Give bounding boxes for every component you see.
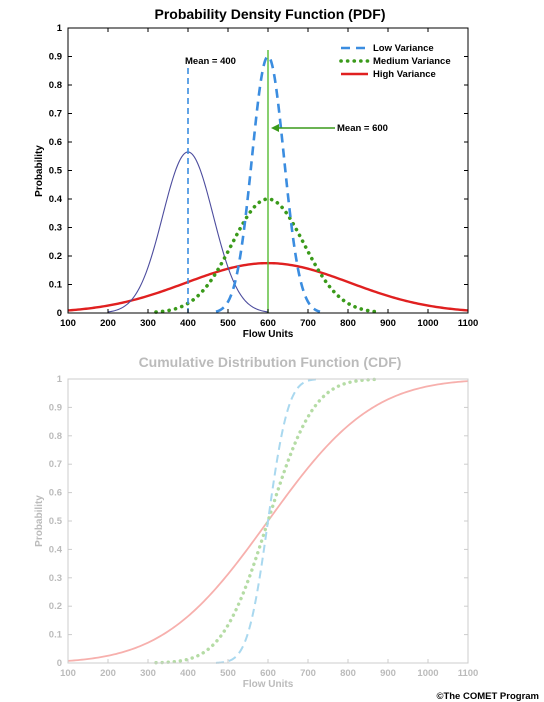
cdf-y-tick-label: 0.6 [49,488,62,499]
cdf-medium-variance-curve [154,377,382,665]
cdf-x-tick-label: 600 [260,668,276,679]
pdf-x-tick-label: 300 [140,318,156,329]
cdf-x-tick-label: 100 [60,668,76,679]
pdf-x-tick-label: 400 [180,318,196,329]
pdf-y-tick-label: 0.2 [49,251,62,262]
pdf-x-tick-label: 1000 [417,318,438,329]
cdf-x-tick-label: 1100 [458,668,479,679]
pdf-x-tick-label: 800 [340,318,356,329]
cdf-y-tick-label: 0 [57,658,62,669]
copyright-notice: ©The COMET Program [436,691,539,702]
pdf-y-tick-label: 0.6 [49,137,62,148]
pdf-y-tick-label: 0.7 [49,109,62,120]
cdf-x-tick-label: 800 [340,668,356,679]
pdf-y-tick-label: 0.5 [49,166,63,177]
cdf-x-tick-label: 500 [220,668,236,679]
cdf-y-tick-label: 0.8 [49,431,62,442]
pdf-y-tick-label: 0.3 [49,223,62,234]
pdf-title: Probability Density Function (PDF) [154,6,385,22]
cdf-x-tick-label: 900 [380,668,396,679]
pdf-low-variance-curve [215,55,321,313]
pdf-y-tick-label: 0.4 [49,194,63,205]
pdf-chart: Probability Density Function (PDF) Mean … [34,6,478,340]
pdf-y-tick-label: 0.9 [49,52,62,63]
cdf-title: Cumulative Distribution Function (CDF) [139,354,402,370]
pdf-y-tick-label: 0.1 [49,280,63,291]
cdf-y-tick-label: 0.5 [49,516,63,527]
cdf-y-tick-label: 1 [57,374,63,385]
pdf-x-axis-label: Flow Units [243,329,294,340]
cdf-x-tick-label: 400 [180,668,196,679]
pdf-legend: Low Variance Medium Variance High Variance [339,43,451,80]
pdf-x-tick-label: 200 [100,318,116,329]
legend-label-medium-variance: Medium Variance [373,56,451,67]
pdf-y-axis-label: Probability [34,145,45,197]
pdf-y-tick-label: 1 [57,23,63,34]
cdf-x-tick-label: 1000 [417,668,438,679]
mean-600-label: Mean = 600 [337,123,388,134]
cdf-x-axis-label: Flow Units [243,679,294,690]
pdf-x-tick-label: 600 [260,318,276,329]
cdf-y-tick-label: 0.1 [49,630,63,641]
pdf-x-tick-label: 500 [220,318,236,329]
pdf-x-tick-label: 900 [380,318,396,329]
cdf-x-tick-label: 700 [300,668,316,679]
pdf-y-tick-label: 0.8 [49,80,62,91]
cdf-y-tick-label: 0.2 [49,601,62,612]
cdf-low-variance-curve [215,378,321,664]
pdf-y-tick-label: 0 [57,308,62,319]
pdf-medium-variance-curve [154,197,382,314]
cdf-y-tick-label: 0.7 [49,459,62,470]
cdf-x-tick-label: 200 [100,668,116,679]
mean-600-arrow-head [271,124,279,132]
cdf-y-tick-label: 0.4 [49,544,63,555]
legend-label-high-variance: High Variance [373,69,436,80]
cdf-y-axis-label: Probability [34,495,45,547]
pdf-x-tick-label: 1100 [458,318,479,329]
pdf-x-tick-label: 100 [60,318,76,329]
legend-label-low-variance: Low Variance [373,43,434,54]
mean-400-label: Mean = 400 [185,56,236,67]
cdf-y-tick-label: 0.9 [49,402,62,413]
cdf-x-tick-label: 300 [140,668,156,679]
pdf-x-tick-label: 700 [300,318,316,329]
cdf-chart: Cumulative Distribution Function (CDF) 1… [34,354,478,690]
cdf-y-tick-label: 0.3 [49,573,62,584]
